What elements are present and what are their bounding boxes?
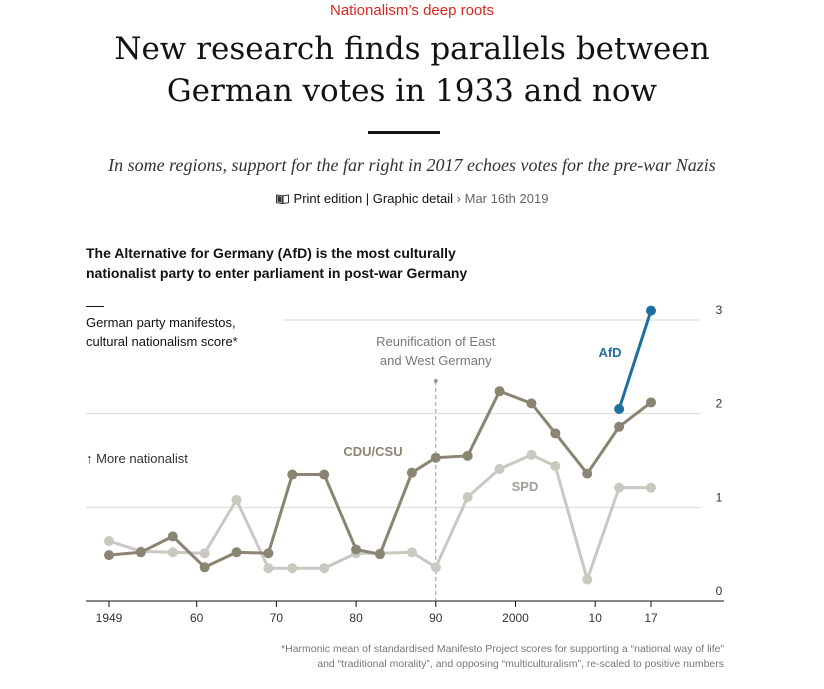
chart-title-line-1: The Alternative for Germany (AfD) is the…: [86, 245, 456, 261]
annotation-line-1: Reunification of East: [376, 334, 496, 349]
ylabel-rule: [86, 306, 104, 307]
point-spd-2009: [582, 574, 593, 585]
point-spd-1965: [231, 494, 242, 505]
point-afd-2013: [614, 403, 625, 414]
series-spd: [104, 449, 656, 585]
point-cducsu-1998: [494, 386, 505, 397]
series-label-cducsu: CDU/CSU: [343, 444, 402, 459]
annotation-line-2: and West Germany: [380, 353, 492, 368]
x-tick-label-1960: 60: [190, 611, 204, 625]
section-link[interactable]: Print edition | Graphic detail: [293, 191, 454, 206]
reunification-marker: [433, 379, 438, 383]
direction-label: ↑ More nationalist: [86, 451, 188, 466]
point-spd-1987: [406, 547, 417, 558]
point-cducsu-1976: [319, 469, 330, 480]
point-spd-1949: [104, 536, 114, 547]
point-spd-1961: [199, 548, 210, 559]
article-kicker[interactable]: Nationalism’s deep roots: [330, 2, 494, 19]
article-subhead: In some regions, support for the far rig…: [108, 155, 716, 175]
chart-title-line-2: nationalist party to enter parliament in…: [86, 265, 468, 281]
y-tick-label-3: 3: [716, 303, 723, 317]
y-axis-label-line-1: German party manifestos,: [86, 315, 236, 330]
point-spd-2013: [614, 482, 625, 493]
point-spd-1976: [319, 563, 330, 574]
point-cducsu-2009: [582, 468, 593, 479]
chart-title: The Alternative for Germany (AfD) is the…: [86, 243, 546, 283]
point-spd-1994: [462, 492, 473, 503]
y-tick-label-2: 2: [716, 397, 723, 411]
point-cducsu-2002: [526, 398, 537, 409]
series-line-spd: [107, 453, 653, 581]
point-cducsu-1987: [406, 467, 417, 478]
point-spd-2017: [646, 482, 656, 493]
x-tick-label-2000: 2000: [502, 611, 529, 625]
meta-separator: ›: [456, 191, 461, 206]
print-edition-icon: [275, 192, 289, 205]
article-headline: New research finds parallels between Ger…: [0, 28, 824, 112]
headline-line-1: New research finds parallels between: [114, 31, 710, 67]
point-cducsu-1983: [375, 549, 385, 560]
x-tick-label-1990: 90: [429, 611, 443, 625]
point-cducsu-2017: [646, 397, 656, 408]
x-axis: 1949 60 70 80 90 2000 10 17: [96, 601, 658, 625]
series-label-spd: SPD: [512, 479, 539, 494]
y-axis-label: German party manifestos, cultural nation…: [86, 313, 286, 351]
point-spd-2002: [526, 449, 537, 460]
x-tick-label-1970: 70: [270, 611, 284, 625]
footnote-line-1: *Harmonic mean of standardised Manifesto…: [281, 643, 724, 655]
publish-date: Mar 16th 2019: [464, 191, 549, 206]
series-afd: [614, 305, 656, 414]
point-cducsu-2013: [614, 421, 625, 432]
point-afd-2017: [646, 305, 656, 316]
headline-rule: [368, 131, 440, 134]
series-line-afd: [617, 309, 653, 411]
point-cducsu-1994: [462, 450, 473, 461]
point-spd-1969: [263, 563, 274, 574]
point-cducsu-1953: [135, 547, 146, 558]
x-tick-label-2010: 10: [589, 611, 603, 625]
series-cducsu: [104, 386, 656, 573]
point-cducsu-1961: [199, 562, 210, 573]
point-spd-1990: [430, 562, 441, 573]
point-cducsu-1990: [430, 452, 441, 463]
point-cducsu-2005: [550, 428, 561, 439]
footnote: *Harmonic mean of standardised Manifesto…: [180, 642, 724, 672]
point-cducsu-1969: [263, 548, 274, 559]
y-tick-label-1: 1: [716, 490, 723, 504]
point-cducsu-1980: [351, 544, 362, 555]
x-tick-label-2017: 17: [644, 611, 658, 625]
headline-line-2: German votes in 1933 and now: [166, 73, 658, 109]
y-axis-ticks: 0 1 2 3: [716, 303, 723, 598]
y-axis-label-line-2: cultural nationalism score*: [86, 334, 238, 349]
point-cducsu-1957: [167, 531, 178, 542]
point-spd-2005: [550, 461, 561, 472]
point-spd-1998: [494, 463, 505, 474]
series-layer: [104, 305, 656, 585]
point-cducsu-1972: [287, 469, 298, 480]
article-meta: Print edition | Graphic detail › Mar 16t…: [0, 191, 824, 206]
point-cducsu-1949: [104, 550, 114, 561]
series-line-cducsu: [107, 389, 653, 569]
reunification-annotation: Reunification of East and West Germany: [376, 334, 496, 601]
point-spd-1972: [287, 563, 298, 574]
x-tick-label-1980: 80: [349, 611, 363, 625]
series-labels: CDU/CSU SPD AfD: [343, 345, 621, 494]
series-label-afd: AfD: [598, 345, 621, 360]
x-tick-label-1949: 1949: [96, 611, 123, 625]
y-tick-label-0: 0: [716, 584, 723, 598]
footnote-line-2: and “traditional morality”, and opposing…: [317, 658, 724, 670]
point-spd-1957: [167, 547, 178, 558]
point-cducsu-1965: [231, 547, 242, 558]
grid-lines: [86, 319, 724, 602]
